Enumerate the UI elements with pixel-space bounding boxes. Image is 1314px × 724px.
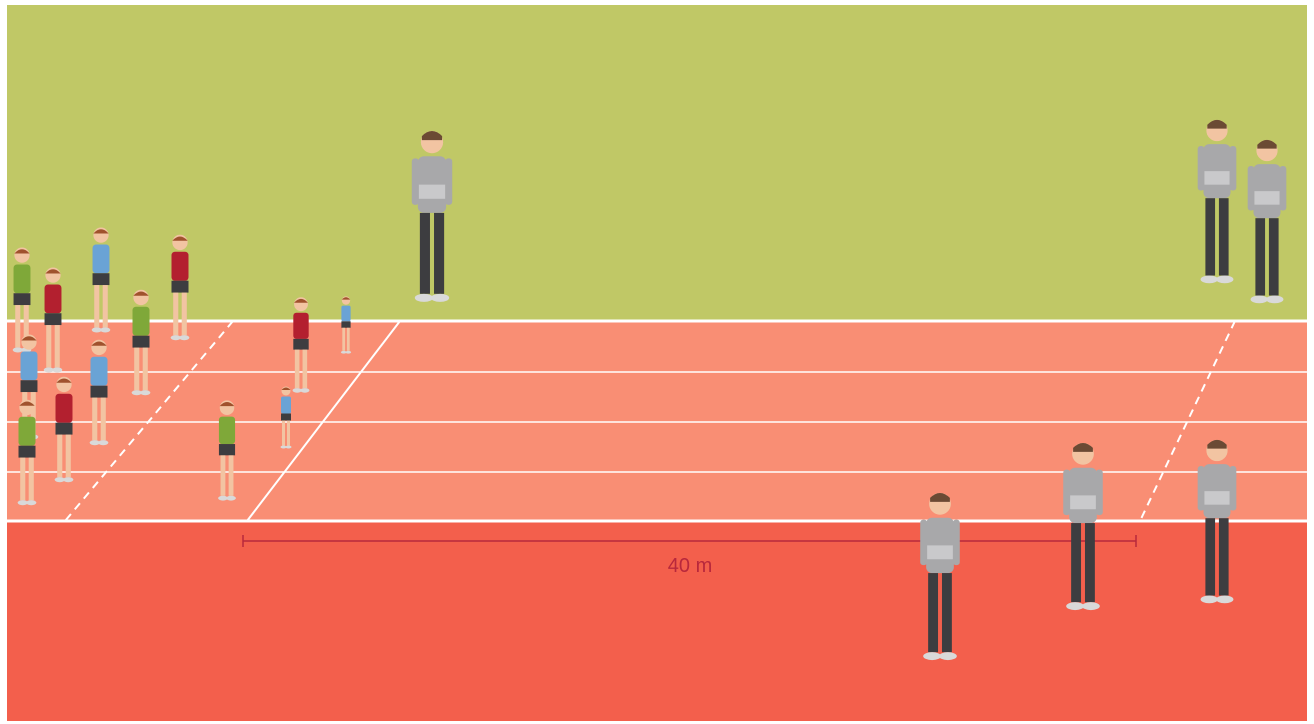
infield (7, 5, 1307, 321)
track (7, 321, 1307, 521)
outfield (7, 521, 1307, 721)
distance-label: 40 m (668, 555, 712, 577)
scene: 40 m (0, 0, 1314, 724)
